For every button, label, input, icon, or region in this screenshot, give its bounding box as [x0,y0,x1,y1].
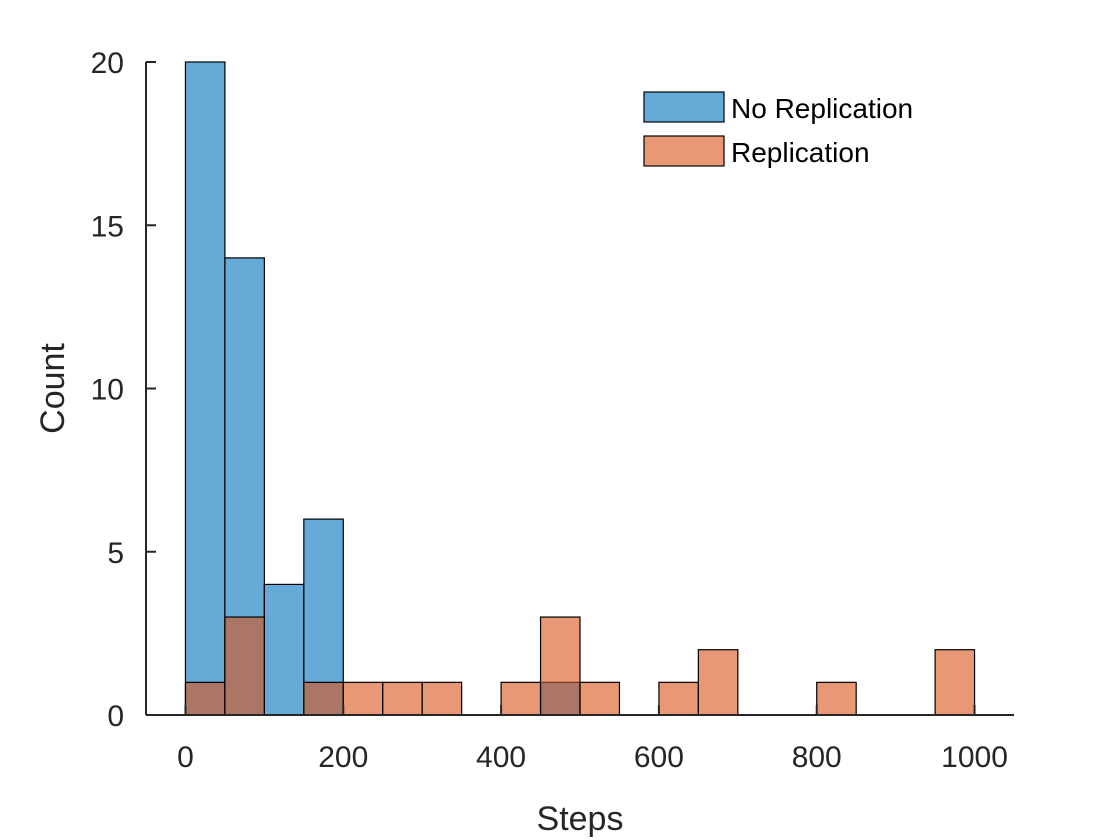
x-tick-label-600: 600 [634,741,684,774]
y-tick-label-10: 10 [91,374,124,407]
y-tick-label-0: 0 [107,700,124,733]
y-axis-label: Count [34,343,72,434]
bar-replication-500 [579,681,621,716]
bar-replication-800 [816,681,857,716]
bar-replication-450 [539,616,581,716]
bars-layer [184,61,976,716]
x-tick-label-400: 400 [476,741,526,774]
bar-replication-250 [382,681,423,716]
bar-replication-50 [224,616,265,716]
bar-replication-400 [500,681,542,716]
legend-label-no-replication: No Replication [731,93,913,124]
x-axis-label: Steps [537,800,624,838]
bar-replication-200 [342,681,384,716]
bar-no-replication-0 [184,61,226,716]
bar-no-replication-100 [263,583,305,716]
bar-replication-150 [303,681,344,716]
bar-replication-600 [658,681,699,716]
ticks-layer: 0 200 400 600 800 1000 0 5 10 15 20 [91,47,1008,774]
y-tick-label-5: 5 [107,537,124,570]
bar-replication-650 [697,649,739,716]
x-tick-label-1000: 1000 [941,741,1008,774]
legend-swatch-no-replication [643,91,725,123]
x-tick-label-0: 0 [177,741,194,774]
x-tick-label-200: 200 [318,741,368,774]
bar-replication-0 [184,681,226,716]
y-tick-label-20: 20 [91,47,124,80]
legend: No Replication Replication [643,91,913,168]
legend-label-replication: Replication [731,137,870,168]
bar-replication-300 [421,681,463,716]
legend-swatch-replication [643,135,725,167]
y-tick-label-15: 15 [91,210,124,243]
bar-replication-950 [934,649,976,716]
x-tick-label-800: 800 [792,741,842,774]
